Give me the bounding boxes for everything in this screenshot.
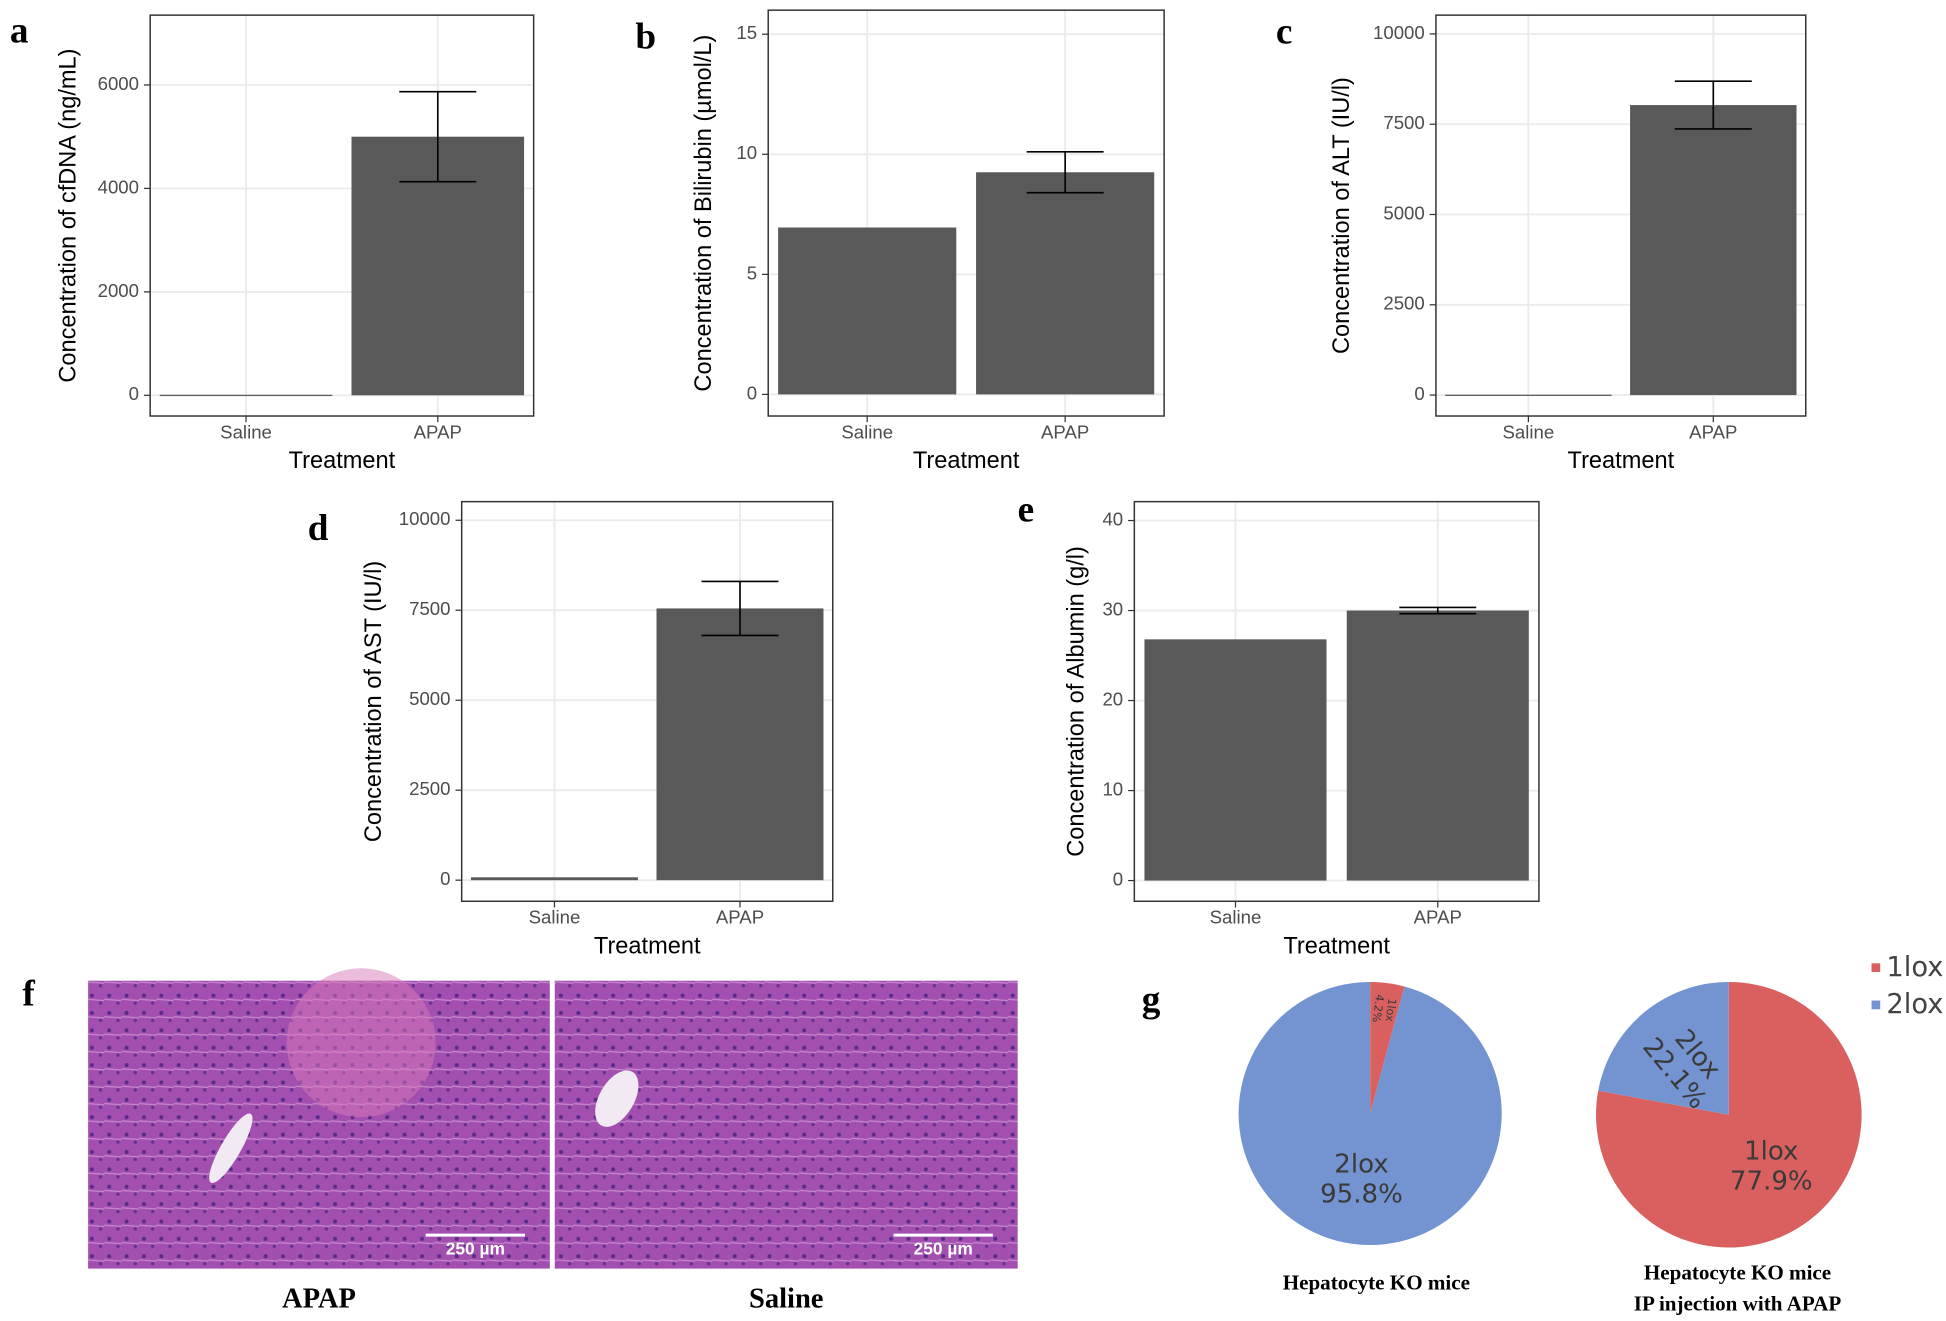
x-axis-title: Treatment xyxy=(913,447,1020,473)
y-tick-label: 5 xyxy=(747,262,757,283)
bar xyxy=(1630,105,1797,396)
y-tick-label: 10000 xyxy=(399,508,451,529)
panel-border xyxy=(149,14,535,417)
x-tick-label: APAP xyxy=(414,421,462,442)
panel-border xyxy=(1435,14,1807,417)
error-bar xyxy=(701,580,779,637)
y-axis-title: Concentration of cfDNA (ng/mL) xyxy=(55,48,81,382)
scale-label: 250 µm xyxy=(446,1239,505,1259)
panel-letter: d xyxy=(308,508,329,549)
lesion xyxy=(286,968,436,1118)
y-tick-label: 2500 xyxy=(1383,293,1424,314)
error-bar xyxy=(1674,80,1752,130)
y-tick-label: 10 xyxy=(736,142,757,163)
x-tick-label: Saline xyxy=(1503,421,1555,442)
x-tick-label: Saline xyxy=(220,421,272,442)
y-tick-label: 5000 xyxy=(409,688,450,709)
micrograph xyxy=(554,980,1018,1269)
x-axis-title: Treatment xyxy=(1283,932,1390,958)
slice-value: 4.2% xyxy=(1370,993,1387,1023)
x-tick-label: APAP xyxy=(1414,907,1462,928)
vessel xyxy=(595,1070,639,1127)
x-axis-title: Treatment xyxy=(1568,447,1675,473)
error-bar xyxy=(1399,606,1477,615)
micrograph-label: Saline xyxy=(749,1283,824,1314)
y-tick-label: 0 xyxy=(1414,383,1424,404)
bar xyxy=(976,172,1155,395)
pie-slice xyxy=(1598,981,1729,1115)
panel-letter: e xyxy=(1018,489,1035,530)
y-tick-label: 2500 xyxy=(409,778,450,799)
y-axis-title: Concentration of Bilirubin (µmol/L) xyxy=(690,35,716,392)
pie-title: IP injection with APAP xyxy=(1634,1292,1842,1316)
legend-key xyxy=(1871,963,1881,973)
y-tick-label: 40 xyxy=(1102,508,1123,529)
y-tick-label: 10 xyxy=(1102,778,1123,799)
x-tick-label: Saline xyxy=(529,907,581,928)
scale-label: 250 µm xyxy=(914,1239,973,1259)
bar xyxy=(470,877,638,881)
legend-key xyxy=(1871,1000,1881,1010)
y-axis-title: Concentration of AST (IU/l) xyxy=(360,561,386,842)
panel-border xyxy=(767,9,1165,417)
pie-slice xyxy=(1596,981,1862,1248)
slice-label: 1lox4.2% xyxy=(1370,993,1399,1024)
pie-slice xyxy=(1238,981,1502,1246)
y-tick-label: 6000 xyxy=(98,73,139,94)
panel-letter: f xyxy=(22,973,35,1014)
slice-value: 77.9% xyxy=(1730,1166,1813,1196)
bar xyxy=(778,227,957,395)
y-tick-label: 0 xyxy=(129,383,139,404)
y-tick-label: 0 xyxy=(747,382,757,403)
y-tick-label: 0 xyxy=(440,868,450,889)
panel-letter: b xyxy=(635,17,656,58)
y-axis-title: Concentration of Albumin (g/l) xyxy=(1062,546,1088,857)
legend-label: 2lox xyxy=(1886,989,1943,1020)
x-tick-label: APAP xyxy=(716,907,764,928)
y-tick-label: 0 xyxy=(1113,868,1123,889)
bar xyxy=(1346,610,1529,881)
panel-letter: c xyxy=(1276,12,1293,53)
x-axis-title: Treatment xyxy=(594,932,701,958)
x-tick-label: Saline xyxy=(1210,907,1262,928)
y-axis-title: Concentration of ALT (IU/l) xyxy=(1328,77,1354,354)
y-tick-label: 15 xyxy=(736,22,757,43)
vessel xyxy=(209,1113,253,1183)
y-tick-label: 7500 xyxy=(1383,112,1424,133)
y-tick-label: 2000 xyxy=(98,280,139,301)
y-tick-label: 10000 xyxy=(1373,22,1425,43)
bar xyxy=(159,394,333,397)
bar xyxy=(1144,639,1327,881)
panel-letter: a xyxy=(10,10,29,51)
slice-label: 2lox 95.8% xyxy=(1320,1149,1403,1209)
error-bar xyxy=(399,90,477,183)
x-axis-title: Treatment xyxy=(289,447,396,473)
y-tick-label: 30 xyxy=(1102,598,1123,619)
y-tick-label: 7500 xyxy=(409,598,450,619)
y-tick-label: 20 xyxy=(1102,688,1123,709)
y-tick-label: 5000 xyxy=(1383,202,1424,223)
slice-name: 1lox xyxy=(1744,1136,1798,1166)
x-tick-label: APAP xyxy=(1041,421,1089,442)
panel-border xyxy=(460,500,834,903)
slice-label: 1lox 77.9% xyxy=(1730,1136,1813,1196)
bar xyxy=(656,608,824,881)
error-bar xyxy=(1026,151,1104,194)
legend-label: 1lox xyxy=(1886,952,1943,983)
pie-title: Hepatocyte KO mice xyxy=(1283,1271,1470,1295)
pie-title: Hepatocyte KO mice xyxy=(1644,1261,1831,1285)
micrograph-label: APAP xyxy=(282,1283,356,1314)
slice-name: 2lox xyxy=(1334,1149,1388,1179)
panel-letter: g xyxy=(1142,980,1161,1021)
x-tick-label: Saline xyxy=(841,421,893,442)
pie-slice xyxy=(1370,981,1405,1114)
slice-value: 95.8% xyxy=(1320,1179,1403,1209)
bar xyxy=(1445,394,1612,396)
y-tick-label: 4000 xyxy=(98,176,139,197)
panel-border xyxy=(1133,500,1540,903)
x-tick-label: APAP xyxy=(1689,421,1737,442)
slice-name: 1lox xyxy=(1383,998,1399,1023)
